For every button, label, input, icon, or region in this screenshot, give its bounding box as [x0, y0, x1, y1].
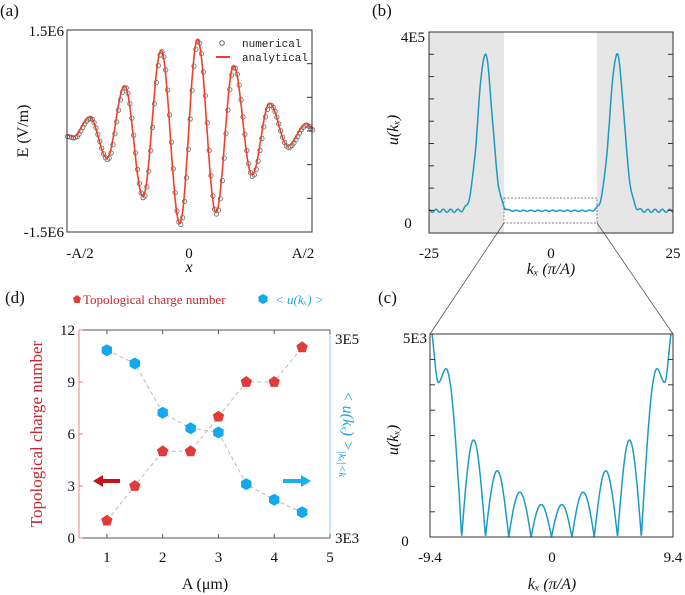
numerical-point — [270, 104, 276, 111]
arrow-right-icon — [283, 475, 311, 487]
legend-analytical: analytical — [242, 53, 308, 65]
mean-u-point — [213, 426, 224, 439]
topological-point — [101, 514, 113, 526]
legend-numerical-marker — [219, 40, 225, 46]
b-xtick: 25 — [666, 246, 681, 262]
u-kx-curve — [428, 52, 674, 214]
c-ylabel: u(kₓ) — [385, 425, 402, 455]
d-xlabel: A (μm) — [182, 576, 228, 593]
shaded-region-right — [597, 32, 673, 233]
topological-point — [157, 445, 169, 457]
chart-a: 1.5E6 -1.5E6 -A/2 0 A/2 x E (V/m) numeri… — [15, 24, 316, 276]
a-ytick: 1.5E6 — [29, 24, 65, 40]
legend-numerical: numerical — [242, 39, 301, 51]
topological-point — [129, 480, 141, 491]
topological-dashed-line — [106, 346, 303, 522]
a-ytick: -1.5E6 — [24, 225, 65, 241]
mean-u-point — [296, 506, 308, 519]
chart-b: 4E5 0 -25 0 25 kₓ (π/A) u(kₓ) — [385, 30, 681, 335]
mean-u-point — [157, 406, 168, 419]
zoom-connector-right — [596, 222, 674, 335]
c-xtick: 9.4 — [664, 550, 683, 566]
zoom-connector-left — [429, 222, 505, 335]
zoom-box — [503, 197, 598, 224]
a-xtick: A/2 — [292, 246, 315, 262]
panel-label-a: (a) — [0, 1, 19, 20]
numerical-point — [68, 134, 75, 140]
legend-topological: Topological charge number — [83, 292, 226, 307]
d-left-ytick: 12 — [60, 323, 75, 339]
chart-c-frame — [429, 333, 674, 538]
b-ylabel: u(kₓ) — [385, 115, 402, 145]
c-xtick: 0 — [548, 550, 556, 566]
c-ytick: 5E3 — [403, 331, 427, 347]
c-xtick: -9.4 — [418, 550, 442, 566]
b-ytick: 0 — [404, 216, 412, 232]
d-right-ytick: 3E5 — [335, 332, 359, 348]
b-xtick: 0 — [547, 246, 555, 262]
topological-point — [268, 376, 280, 387]
b-ytick: 4E5 — [401, 30, 425, 46]
mean-u-point — [185, 422, 196, 435]
panel-label-b: (b) — [372, 1, 392, 20]
chart-a-frame — [66, 29, 313, 233]
chart-d: Topological charge number < u(kₓ) > 0 3 6 9… — [27, 292, 359, 593]
c-ytick: 0 — [401, 534, 409, 550]
numerical-point — [310, 127, 316, 133]
d-xtick: 3 — [215, 550, 223, 566]
analytical-curve — [66, 38, 313, 225]
d-xtick: 2 — [159, 550, 167, 566]
d-left-ytick: 9 — [68, 375, 76, 391]
d-left-ytick: 3 — [68, 479, 76, 495]
d-left-ylabel: Topological charge number — [27, 340, 46, 527]
topological-point — [184, 445, 197, 457]
d-left-ytick: 0 — [68, 531, 76, 547]
d-xtick: 4 — [270, 550, 278, 566]
a-ylabel: E (V/m) — [15, 105, 32, 158]
panel-label-d: (d) — [5, 288, 25, 307]
b-xtick: -25 — [419, 246, 439, 262]
d-xtick: 5 — [326, 550, 334, 566]
d-right-ytick: 3E3 — [335, 531, 359, 547]
topological-point — [296, 341, 308, 353]
chart-c: 5E3 0 -9.4 0 9.4 kₓ (π/A) u(kₓ) — [385, 331, 683, 593]
a-xtick: 0 — [185, 246, 193, 262]
legend-hexagon-marker — [258, 294, 268, 304]
mean-u-point — [241, 478, 252, 491]
numerical-point — [65, 133, 71, 140]
a-xtick: -A/2 — [66, 246, 94, 262]
mean-u-point — [101, 344, 113, 357]
shaded-region-left — [429, 32, 504, 233]
legend-pentagon-marker — [73, 295, 81, 303]
d-right-ylabel-main: < u(kₓ) > — [339, 391, 356, 451]
d-xtick: 1 — [103, 550, 111, 566]
a-xlabel: x — [184, 259, 192, 276]
c-xlabel: kₓ (π/A) — [528, 576, 577, 593]
legend-mean-u: < u(kₓ) > — [275, 292, 324, 307]
topological-point — [212, 410, 225, 422]
d-right-ylabel-sub: |kₓ|<k — [336, 451, 348, 478]
panel-label-c: (c) — [378, 288, 397, 307]
mean-u-point — [129, 357, 140, 370]
arrow-left-icon — [93, 475, 120, 487]
u-kx-zoom-curve — [431, 334, 672, 537]
b-xlabel: kₓ (π/A) — [527, 261, 576, 278]
topological-point — [240, 376, 252, 387]
mean-u-point — [269, 493, 280, 506]
d-left-ytick: 6 — [68, 427, 76, 443]
chart-b-frame — [428, 31, 674, 234]
d-right-ylabel: < u(kₓ) >|kₓ|<k — [336, 391, 356, 478]
